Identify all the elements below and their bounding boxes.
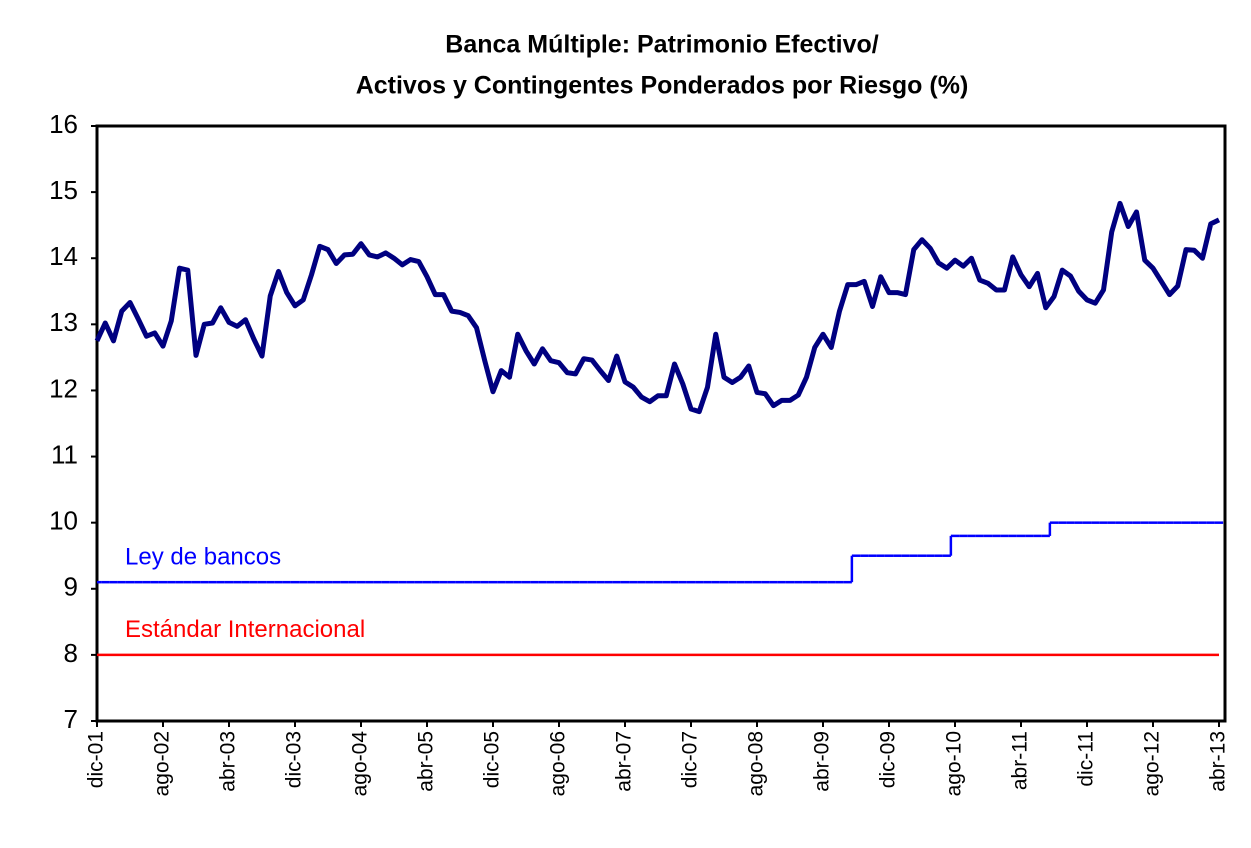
series-line <box>94 200 1221 415</box>
x-tick-label: dic-05 <box>481 731 504 788</box>
x-tick-label: ago-12 <box>1141 731 1164 796</box>
x-tick-label: abr-05 <box>415 731 438 792</box>
y-tick-label: 9 <box>64 572 78 602</box>
x-tick-label: ago-10 <box>943 731 966 796</box>
y-tick-label: 10 <box>49 506 78 536</box>
x-tick-label: dic-07 <box>679 731 702 788</box>
chart-title: Banca Múltiple: Patrimonio Efectivo/ <box>445 31 878 59</box>
x-tick-label: dic-03 <box>283 731 306 788</box>
x-tick-label: ago-04 <box>349 731 372 797</box>
x-tick-label: abr-11 <box>1009 731 1032 790</box>
y-tick-label: 7 <box>64 704 78 734</box>
series-label: Ley de bancos <box>125 544 281 571</box>
x-tick-label: dic-01 <box>85 731 108 788</box>
series-label: Estándar Internacional <box>125 616 365 643</box>
y-tick-label: 14 <box>49 241 78 271</box>
y-tick-label: 13 <box>49 307 78 337</box>
plot-frame <box>95 124 1227 723</box>
y-tick-label: 8 <box>64 638 78 668</box>
y-tick-label: 11 <box>51 439 78 469</box>
x-tick-label: abr-07 <box>613 731 636 792</box>
x-tick-label: dic-11 <box>1075 731 1098 787</box>
y-tick-label: 15 <box>49 175 78 205</box>
x-tick-label: abr-03 <box>217 731 240 792</box>
x-tick-label: dic-09 <box>877 731 900 788</box>
x-tick-label: ago-02 <box>151 731 174 796</box>
y-tick-label: 12 <box>49 373 78 403</box>
y-tick-label: 16 <box>49 109 78 139</box>
x-tick-label: ago-06 <box>547 731 570 796</box>
x-tick-label: ago-08 <box>745 731 768 796</box>
x-tick-label: abr-13 <box>1207 731 1230 792</box>
chart-title: Activos y Contingentes Ponderados por Ri… <box>356 72 969 100</box>
x-tick-label: abr-09 <box>811 731 834 792</box>
